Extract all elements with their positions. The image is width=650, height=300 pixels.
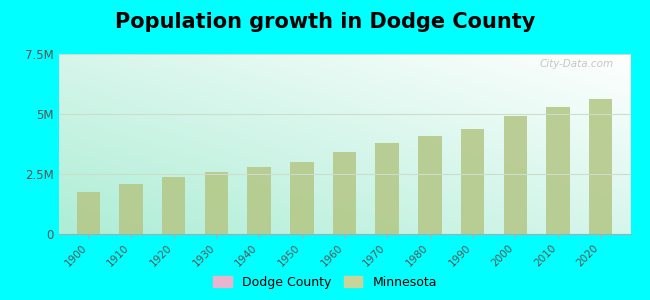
Bar bbox=[290, 162, 313, 234]
Bar bbox=[248, 167, 271, 234]
Bar bbox=[461, 129, 484, 234]
Legend: Dodge County, Minnesota: Dodge County, Minnesota bbox=[208, 271, 442, 294]
Bar bbox=[589, 99, 612, 234]
Bar bbox=[162, 177, 185, 234]
Bar bbox=[333, 152, 356, 234]
Bar bbox=[376, 143, 399, 234]
Bar bbox=[546, 107, 569, 234]
Bar bbox=[120, 184, 143, 234]
Text: Population growth in Dodge County: Population growth in Dodge County bbox=[115, 12, 535, 32]
Bar bbox=[418, 136, 441, 234]
Bar bbox=[504, 116, 527, 234]
Bar bbox=[77, 192, 100, 234]
Text: City-Data.com: City-Data.com bbox=[540, 59, 614, 69]
Bar bbox=[205, 172, 228, 234]
